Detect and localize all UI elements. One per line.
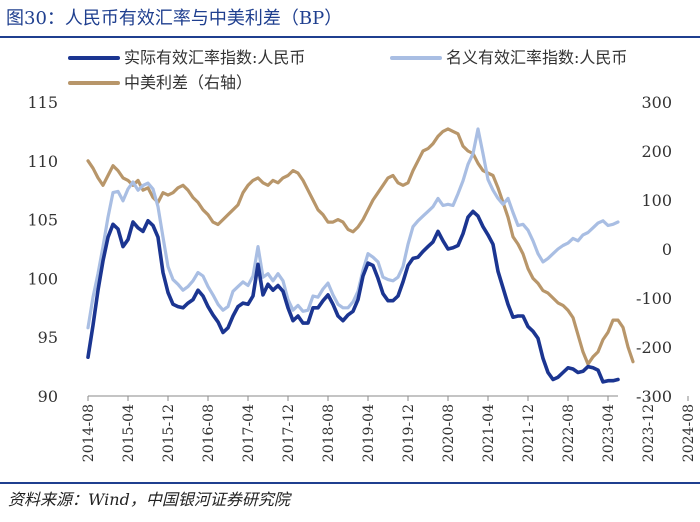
legend-label: 中美利差（右轴） [124,73,252,92]
source-note: 资料来源：Wind，中国银河证券研究院 [8,490,290,509]
x-tick-label: 2024-08 [681,404,697,462]
y-right-tick-label: 200 [641,142,672,161]
x-tick-label: 2023-12 [641,404,657,462]
x-tick-label: 2019-04 [361,404,377,462]
x-tick-label: 2015-04 [121,404,137,462]
series-line-2 [86,127,620,330]
y-left-tick-label: 90 [38,387,58,406]
series-line-1 [86,209,620,384]
axes: 90 95 100 105 110 115 -300 -200 -100 0 100 200 300 20… [27,93,697,462]
x-tick-label: 2023-04 [601,404,617,462]
y-right-tick-label: 100 [641,191,672,210]
x-tick-label: 2019-12 [401,404,417,462]
x-tick-label: 2017-04 [241,404,257,462]
y-left-tick-label: 95 [38,328,58,347]
x-tick-label: 2022-08 [561,404,577,462]
y-right-tick-label: -100 [636,289,672,308]
y-left-tick-label: 110 [27,152,58,171]
y-left-tick-label: 115 [27,93,58,112]
series-group [86,127,635,384]
footer-rule [0,482,700,484]
y-right-tick-label: 300 [641,93,672,112]
y-right-tick-label: -300 [636,387,672,406]
legend-label: 名义有效汇率指数:人民币 [446,48,627,67]
x-tick-label: 2017-12 [281,404,297,462]
chart-title: 图30：人民币有效汇率与中美利差（BP） [6,8,343,29]
x-tick-label: 2021-04 [481,404,497,462]
x-tick-label: 2015-12 [161,404,177,462]
x-tick-label: 2021-12 [521,404,537,462]
series-line-3 [86,127,635,366]
x-tick-label: 2020-08 [441,404,457,462]
y-right-tick-label: -200 [636,338,672,357]
legend-label: 实际有效汇率指数:人民币 [124,48,305,67]
title-rule [0,36,700,38]
y-right-tick-label: 0 [662,240,672,259]
x-tick-label: 2014-08 [81,404,97,462]
x-tick-label: 2018-08 [321,404,337,462]
x-tick-label: 2016-08 [201,404,217,462]
y-left-tick-label: 100 [27,269,58,288]
y-left-tick-label: 105 [27,211,58,230]
